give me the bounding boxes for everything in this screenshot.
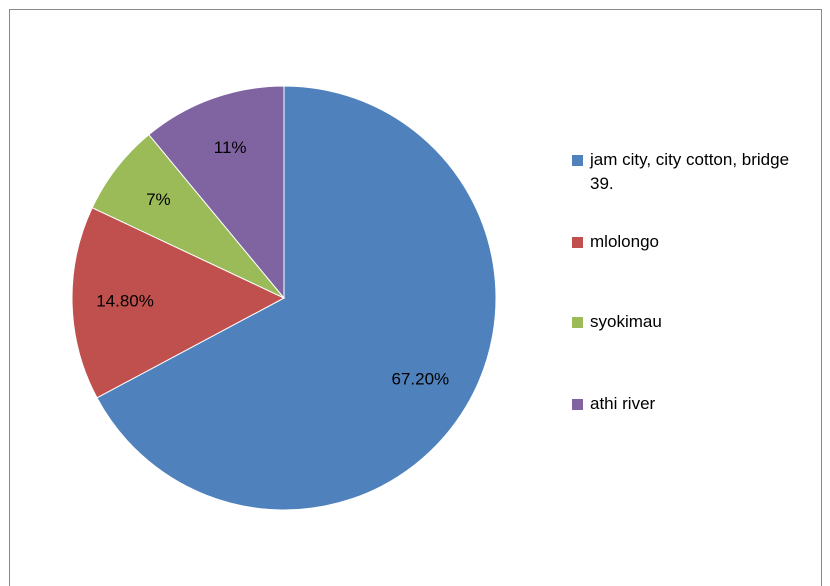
data-label: 7% [146,190,171,209]
legend-swatch [572,317,583,328]
legend-label: mlolongo [590,232,659,251]
legend-swatch [572,399,583,410]
data-label: 67.20% [392,369,450,388]
legend-label: syokimau [590,312,662,331]
legend-swatch [572,237,583,248]
pie-slice [71,207,286,399]
data-label: 14.80% [96,291,154,310]
data-label: 11% [214,138,247,157]
legend-item: athi river [572,392,795,416]
legend-item: syokimau [572,310,795,334]
legend-label: jam city, city cotton, bridge 39. [590,150,790,193]
legend-item: jam city, city cotton, bridge 39. [572,148,795,196]
legend-swatch [572,155,583,166]
legend-item: mlolongo [572,230,795,254]
legend-label: athi river [590,394,656,413]
pie-slice [96,85,497,511]
pie-slice [148,85,285,300]
